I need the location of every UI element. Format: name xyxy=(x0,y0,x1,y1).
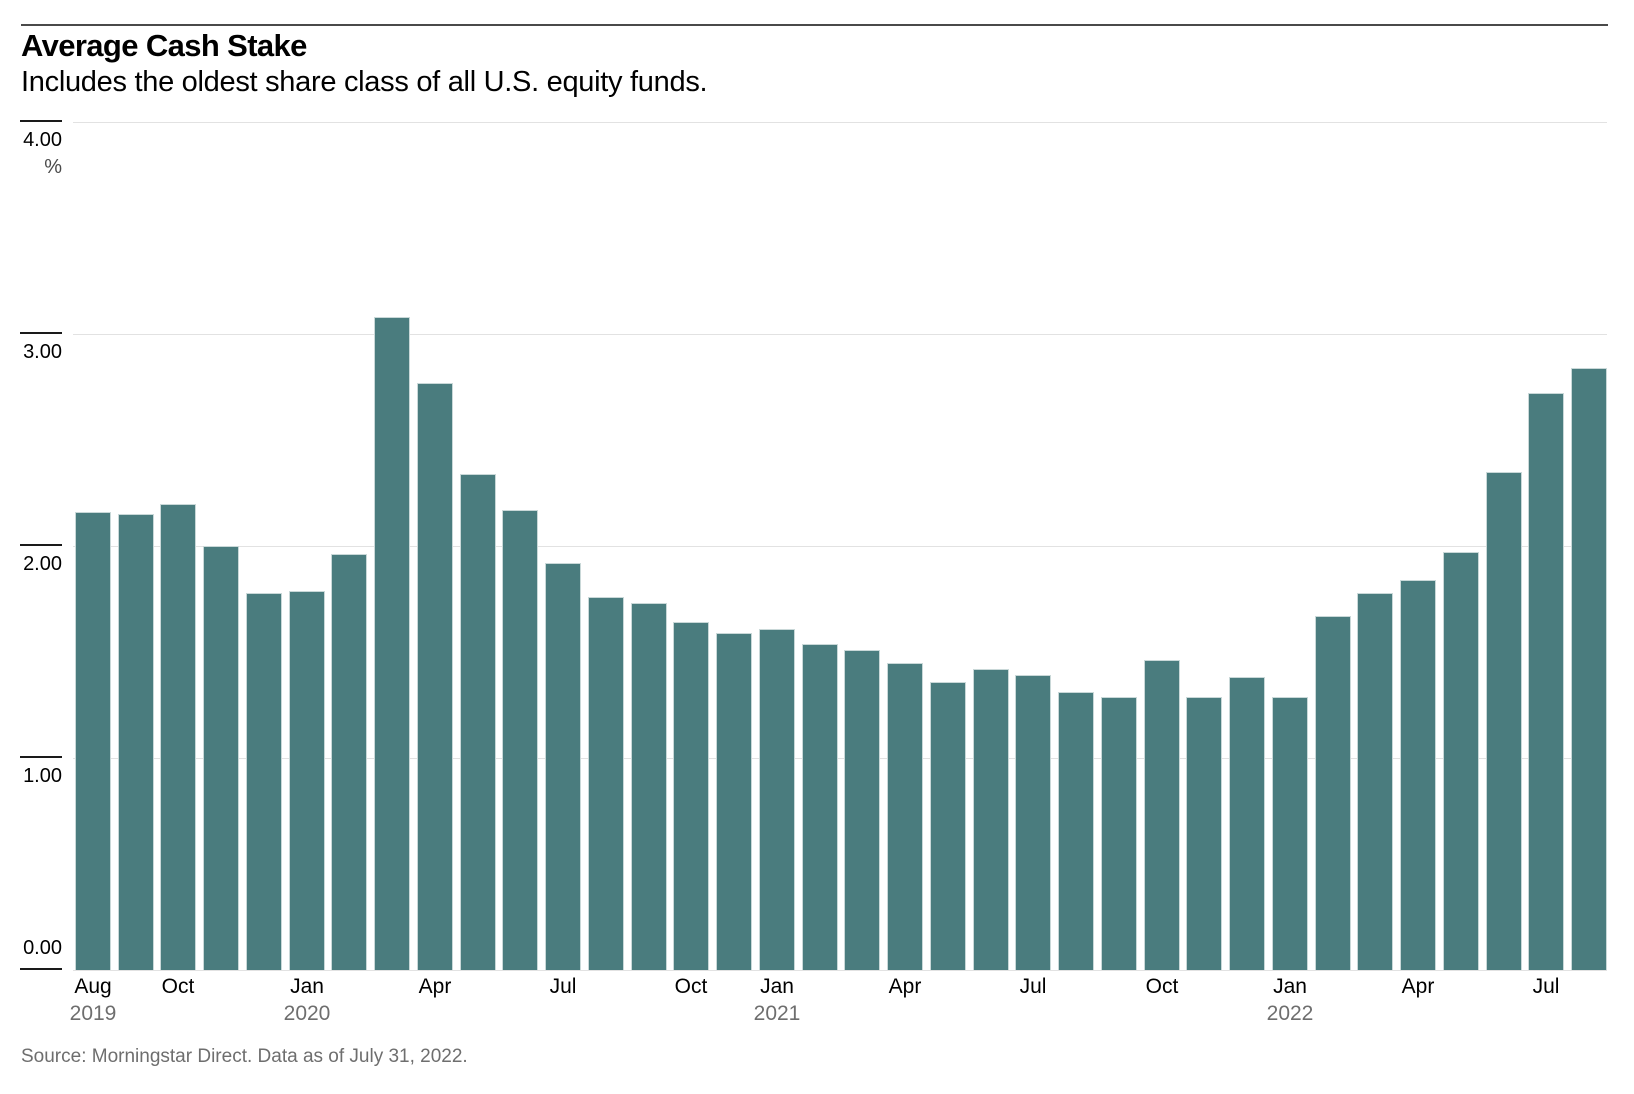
bar-jun-2020 xyxy=(502,510,538,970)
bar-jul-2022 xyxy=(1571,368,1607,970)
bar-jan-2022 xyxy=(1315,616,1351,970)
bar-feb-2022 xyxy=(1357,593,1393,970)
x-axis-month-label-apr: Apr xyxy=(1401,975,1435,998)
y-axis-tick-2.00 xyxy=(20,544,62,546)
gridline-3.00 xyxy=(73,334,1607,335)
bar-oct-2019 xyxy=(160,504,196,970)
source-note: Source: Morningstar Direct. Data as of J… xyxy=(21,1046,468,1067)
bar-jan-2021 xyxy=(802,644,838,970)
y-axis-label-0.00: 0.00 xyxy=(23,937,62,959)
bar-oct-2021 xyxy=(1186,697,1222,970)
bar-nov-2021 xyxy=(1229,677,1265,970)
bar-mar-2020 xyxy=(374,317,410,970)
gridline-0.00 xyxy=(73,970,1607,971)
bar-apr-2021 xyxy=(930,682,966,970)
y-axis-unit-label: % xyxy=(44,156,62,178)
gridline-2.00 xyxy=(73,546,1607,547)
x-axis-month-label-jan-2022: Jan xyxy=(1273,975,1307,998)
bar-sep-2021 xyxy=(1144,660,1180,970)
x-axis-month-label-jan-2021: Jan xyxy=(760,975,794,998)
bar-aug-2021 xyxy=(1101,697,1137,970)
x-axis-month-label-jan-2020: Jan xyxy=(290,975,324,998)
chart-subtitle: Includes the oldest share class of all U… xyxy=(21,66,708,98)
y-axis-tick-3.00 xyxy=(20,332,62,334)
bar-jul-2021 xyxy=(1058,692,1094,970)
bar-may-2020 xyxy=(460,474,496,970)
y-axis-label-4.00: 4.00 xyxy=(23,129,62,151)
x-axis-year-label-2021: 2021 xyxy=(753,1002,801,1025)
x-axis-month-label-aug-2019: Aug xyxy=(74,975,112,998)
bar-sep-2019 xyxy=(118,514,154,970)
x-axis-year-label-2022: 2022 xyxy=(1266,1002,1314,1025)
x-axis-year-label-2019: 2019 xyxy=(69,1002,117,1025)
x-axis-month-label-oct: Oct xyxy=(674,975,708,998)
x-axis-month-label-jul: Jul xyxy=(1532,975,1560,998)
bar-aug-2019 xyxy=(75,512,111,970)
bar-aug-2020 xyxy=(588,597,624,970)
chart-title: Average Cash Stake xyxy=(21,28,307,63)
gridline-4.00 xyxy=(73,122,1607,123)
bar-jan-2020 xyxy=(289,591,325,970)
x-axis-month-label-apr: Apr xyxy=(888,975,922,998)
x-axis-month-label-jul: Jul xyxy=(549,975,577,998)
bar-mar-2021 xyxy=(887,663,923,970)
y-axis-tick-4.00 xyxy=(20,120,62,122)
bar-may-2021 xyxy=(973,669,1009,970)
bar-oct-2020 xyxy=(673,622,709,970)
x-axis-month-label-apr: Apr xyxy=(418,975,452,998)
y-axis-tick-0.00 xyxy=(20,968,62,970)
x-axis-month-label-jul: Jul xyxy=(1019,975,1047,998)
bar-nov-2019 xyxy=(203,546,239,970)
bar-jul-2020 xyxy=(545,563,581,970)
x-axis-year-label-2020: 2020 xyxy=(283,1002,331,1025)
y-axis-tick-1.00 xyxy=(20,756,62,758)
x-axis-month-label-oct: Oct xyxy=(1145,975,1179,998)
top-rule xyxy=(21,24,1608,26)
bar-feb-2020 xyxy=(331,554,367,970)
bar-jun-2021 xyxy=(1015,675,1051,970)
y-axis-label-2.00: 2.00 xyxy=(23,553,62,575)
bar-mar-2022 xyxy=(1400,580,1436,970)
bar-may-2022 xyxy=(1486,472,1522,970)
bar-dec-2021 xyxy=(1272,697,1308,970)
y-axis-label-1.00: 1.00 xyxy=(23,765,62,787)
bar-dec-2020 xyxy=(759,629,795,970)
bar-jun-2022 xyxy=(1528,393,1564,970)
bar-apr-2022 xyxy=(1443,552,1479,970)
bar-dec-2019 xyxy=(246,593,282,970)
bar-feb-2021 xyxy=(844,650,880,970)
gridline-1.00 xyxy=(73,758,1607,759)
x-axis-month-label-oct: Oct xyxy=(161,975,195,998)
bar-nov-2020 xyxy=(716,633,752,970)
y-axis-label-3.00: 3.00 xyxy=(23,341,62,363)
bar-sep-2020 xyxy=(631,603,667,970)
bar-apr-2020 xyxy=(417,383,453,970)
